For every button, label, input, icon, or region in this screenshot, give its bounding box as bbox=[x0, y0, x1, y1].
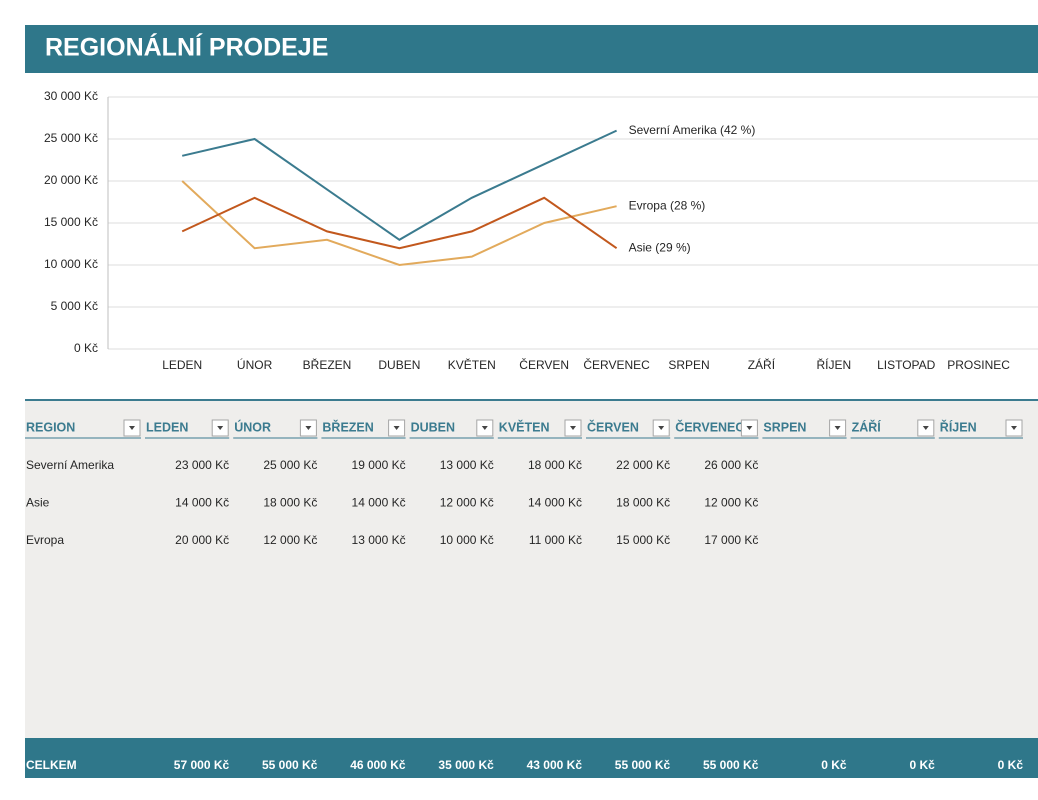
total-value: 55 000 Kč bbox=[703, 758, 759, 772]
y-tick-label: 10 000 Kč bbox=[44, 257, 98, 271]
cell-value: 13 000 Kč bbox=[352, 533, 406, 547]
title-bar bbox=[25, 25, 1038, 73]
cell-value: 12 000 Kč bbox=[704, 496, 758, 510]
series-label: Severní Amerika (42 %) bbox=[629, 123, 756, 137]
total-value: 46 000 Kč bbox=[350, 758, 406, 772]
y-tick-label: 20 000 Kč bbox=[44, 173, 98, 187]
filter-arrow bbox=[570, 426, 576, 430]
x-tick-label: LISTOPAD bbox=[877, 358, 936, 372]
column-header: LEDEN bbox=[146, 420, 188, 434]
cell-value: 14 000 Kč bbox=[528, 496, 582, 510]
total-value: 55 000 Kč bbox=[262, 758, 318, 772]
cell-value: 25 000 Kč bbox=[263, 458, 317, 472]
series-label: Asie (29 %) bbox=[629, 240, 691, 254]
total-value: 55 000 Kč bbox=[615, 758, 671, 772]
x-tick-label: ČERVEN bbox=[519, 357, 569, 372]
series-line bbox=[181, 129, 618, 241]
x-tick-label: ÚNOR bbox=[237, 357, 273, 372]
cell-value: 18 000 Kč bbox=[528, 458, 582, 472]
y-tick-label: 15 000 Kč bbox=[44, 215, 98, 229]
filter-arrow bbox=[393, 426, 400, 430]
series-line bbox=[181, 180, 617, 267]
filter-arrow bbox=[481, 426, 488, 430]
x-tick-label: DUBEN bbox=[378, 358, 420, 372]
cell-value: 17 000 Kč bbox=[704, 533, 758, 547]
filter-arrow bbox=[834, 426, 841, 430]
column-header: SRPEN bbox=[763, 420, 806, 434]
column-header: DUBEN bbox=[411, 420, 455, 434]
row-label: Severní Amerika bbox=[26, 458, 114, 472]
column-header: ZÁŘÍ bbox=[852, 419, 882, 434]
cell-value: 18 000 Kč bbox=[263, 496, 317, 510]
cell-value: 15 000 Kč bbox=[616, 533, 670, 547]
total-value: 57 000 Kč bbox=[174, 758, 230, 772]
cell-value: 12 000 Kč bbox=[440, 496, 494, 510]
filter-arrow bbox=[129, 426, 135, 430]
x-tick-label: ŘÍJEN bbox=[816, 357, 851, 372]
cell-value: 10 000 Kč bbox=[440, 533, 494, 547]
cell-value: 19 000 Kč bbox=[352, 458, 406, 472]
cell-value: 12 000 Kč bbox=[263, 533, 317, 547]
filter-arrow bbox=[1011, 426, 1017, 430]
x-tick-label: PROSINEC bbox=[947, 358, 1010, 372]
total-value: 0 Kč bbox=[998, 758, 1024, 772]
x-tick-label: KVĚTEN bbox=[448, 357, 496, 372]
column-header: ÚNOR bbox=[234, 419, 271, 434]
total-value: 43 000 Kč bbox=[527, 758, 583, 772]
table-area bbox=[25, 400, 1038, 738]
x-tick-label: SRPEN bbox=[668, 358, 709, 372]
x-tick-label: BŘEZEN bbox=[303, 357, 352, 372]
cell-value: 23 000 Kč bbox=[175, 458, 229, 472]
column-header: ČERVEN bbox=[587, 419, 639, 434]
cell-value: 26 000 Kč bbox=[704, 458, 758, 472]
cell-value: 22 000 Kč bbox=[616, 458, 670, 472]
total-label: CELKEM bbox=[26, 758, 77, 772]
total-value: 0 Kč bbox=[909, 758, 935, 772]
cell-value: 20 000 Kč bbox=[175, 533, 229, 547]
column-header: ČERVENEC bbox=[675, 419, 744, 434]
table-top-rule bbox=[25, 399, 1038, 401]
filter-arrow bbox=[658, 426, 665, 430]
total-bar bbox=[25, 738, 1038, 778]
total-value: 0 Kč bbox=[821, 758, 847, 772]
cell-value: 11 000 Kč bbox=[529, 533, 582, 547]
row-label: Asie bbox=[26, 496, 50, 510]
column-header: REGION bbox=[26, 420, 75, 434]
y-tick-label: 25 000 Kč bbox=[44, 131, 98, 145]
x-tick-label: LEDEN bbox=[162, 358, 202, 372]
y-tick-label: 5 000 Kč bbox=[51, 299, 98, 313]
filter-arrow bbox=[746, 426, 753, 430]
row-label: Evropa bbox=[26, 533, 64, 547]
filter-arrow bbox=[922, 426, 929, 430]
cell-value: 13 000 Kč bbox=[440, 458, 494, 472]
page-title: REGIONÁLNÍ PRODEJE bbox=[45, 33, 328, 62]
column-header: ŘÍJEN bbox=[940, 419, 977, 434]
y-tick-label: 0 Kč bbox=[74, 341, 98, 355]
filter-arrow bbox=[217, 426, 224, 430]
x-tick-label: ČERVENEC bbox=[583, 357, 650, 372]
cell-value: 14 000 Kč bbox=[352, 496, 406, 510]
cell-value: 18 000 Kč bbox=[616, 496, 670, 510]
total-value: 35 000 Kč bbox=[438, 758, 494, 772]
series-label: Evropa (28 %) bbox=[629, 198, 706, 212]
x-tick-label: ZÁŘÍ bbox=[748, 357, 776, 372]
column-header: BŘEZEN bbox=[322, 419, 373, 434]
y-tick-label: 30 000 Kč bbox=[44, 89, 98, 103]
cell-value: 14 000 Kč bbox=[175, 496, 229, 510]
filter-arrow bbox=[305, 426, 312, 430]
column-header: KVĚTEN bbox=[499, 419, 550, 434]
series-line bbox=[181, 196, 618, 250]
